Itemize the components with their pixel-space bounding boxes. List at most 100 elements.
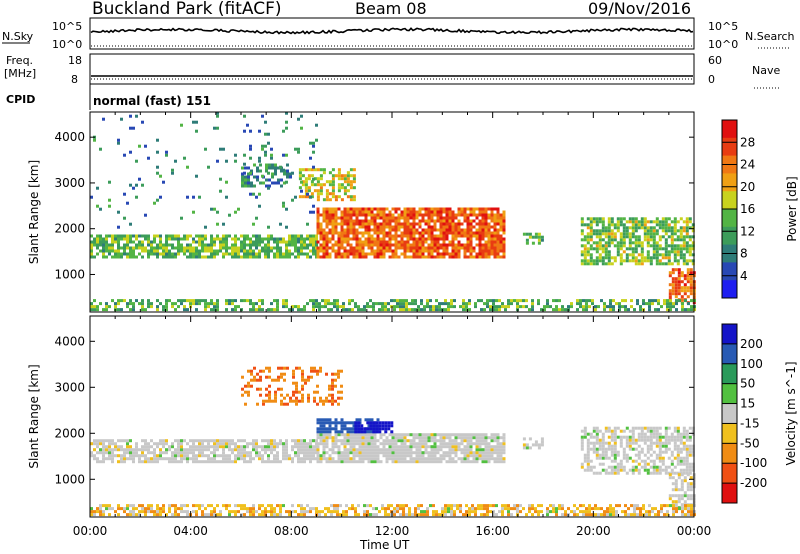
data-cell — [688, 471, 692, 475]
data-cell — [240, 234, 243, 238]
data-cell — [343, 207, 347, 211]
data-cell — [501, 513, 504, 517]
data-cell — [330, 302, 333, 306]
data-cell — [285, 240, 288, 244]
data-cell — [436, 210, 440, 214]
data-cell — [276, 513, 279, 517]
data-cell — [474, 302, 477, 306]
data-cell — [300, 114, 303, 118]
data-cell — [231, 451, 234, 455]
data-cell — [379, 210, 383, 214]
data-cell — [477, 507, 480, 511]
data-cell — [493, 249, 497, 253]
data-cell — [222, 237, 225, 241]
data-cell — [373, 243, 377, 247]
data-cell — [307, 177, 311, 181]
nsky-bottom-tick: 10^0 — [52, 38, 82, 51]
data-cell — [658, 244, 662, 248]
data-cell — [426, 299, 429, 303]
data-cell — [255, 445, 258, 449]
data-cell — [670, 241, 674, 245]
freq-bottom-tick: 8 — [71, 73, 78, 86]
data-cell — [306, 252, 309, 256]
data-cell — [598, 217, 602, 221]
data-cell — [664, 232, 668, 236]
data-cell — [207, 454, 210, 458]
data-cell — [661, 441, 665, 445]
data-cell — [683, 476, 687, 480]
data-cell — [337, 195, 341, 199]
nsearch-bottom-tick: 10^0 — [708, 38, 738, 51]
data-cell — [361, 246, 365, 250]
data-cell — [352, 219, 356, 223]
data-cell — [680, 494, 684, 498]
data-cell — [105, 249, 108, 253]
data-cell — [340, 421, 344, 425]
data-cell — [472, 457, 476, 461]
data-cell — [616, 223, 620, 227]
data-cell — [613, 259, 617, 263]
data-cell — [686, 497, 690, 501]
data-cell — [132, 234, 135, 238]
data-cell — [637, 450, 641, 454]
data-cell — [457, 234, 461, 238]
data-cell — [343, 234, 347, 238]
data-cell — [454, 255, 458, 259]
data-cell — [300, 457, 303, 461]
data-cell — [478, 222, 482, 226]
data-cell — [496, 249, 500, 253]
data-cell — [370, 222, 374, 226]
data-cell — [667, 256, 671, 260]
data-cell — [669, 305, 672, 309]
data-cell — [90, 302, 93, 306]
data-cell — [603, 513, 606, 517]
data-cell — [189, 243, 192, 247]
data-cell — [664, 468, 668, 472]
data-cell — [198, 507, 201, 511]
data-cell — [204, 237, 207, 241]
data-cell — [102, 454, 105, 458]
data-cell — [349, 180, 353, 184]
data-cell — [219, 513, 222, 517]
data-cell — [658, 426, 662, 430]
data-cell — [628, 259, 632, 263]
data-cell — [631, 250, 635, 254]
data-cell — [673, 253, 677, 257]
data-cell — [421, 252, 425, 256]
data-cell — [228, 504, 231, 508]
data-cell — [468, 507, 471, 511]
data-cell — [231, 246, 234, 250]
data-cell — [298, 195, 302, 199]
data-cell — [370, 457, 374, 461]
data-cell — [406, 207, 410, 211]
data-cell — [436, 240, 440, 244]
data-cell — [493, 219, 497, 223]
data-cell — [475, 213, 479, 217]
data-cell — [216, 305, 219, 309]
data-cell — [322, 427, 326, 431]
data-cell — [462, 299, 465, 303]
data-cell — [658, 223, 662, 227]
data-cell — [141, 454, 144, 458]
data-cell — [219, 147, 222, 151]
data-cell — [247, 390, 250, 394]
data-cell — [369, 305, 372, 309]
data-cell — [643, 238, 647, 242]
data-cell — [340, 213, 344, 217]
data-cell — [445, 222, 449, 226]
data-cell — [285, 305, 288, 309]
data-cell — [457, 255, 461, 259]
data-cell — [397, 243, 401, 247]
data-cell — [322, 183, 326, 187]
data-cell — [225, 504, 228, 508]
data-cell — [132, 186, 135, 190]
data-cell — [492, 510, 495, 514]
data-cell — [430, 249, 434, 253]
data-cell — [213, 302, 216, 306]
data-cell — [123, 299, 126, 303]
data-cell — [499, 225, 503, 229]
data-cell — [640, 241, 644, 245]
data-cell — [237, 445, 240, 449]
data-cell — [277, 375, 280, 379]
data-cell — [583, 468, 587, 472]
